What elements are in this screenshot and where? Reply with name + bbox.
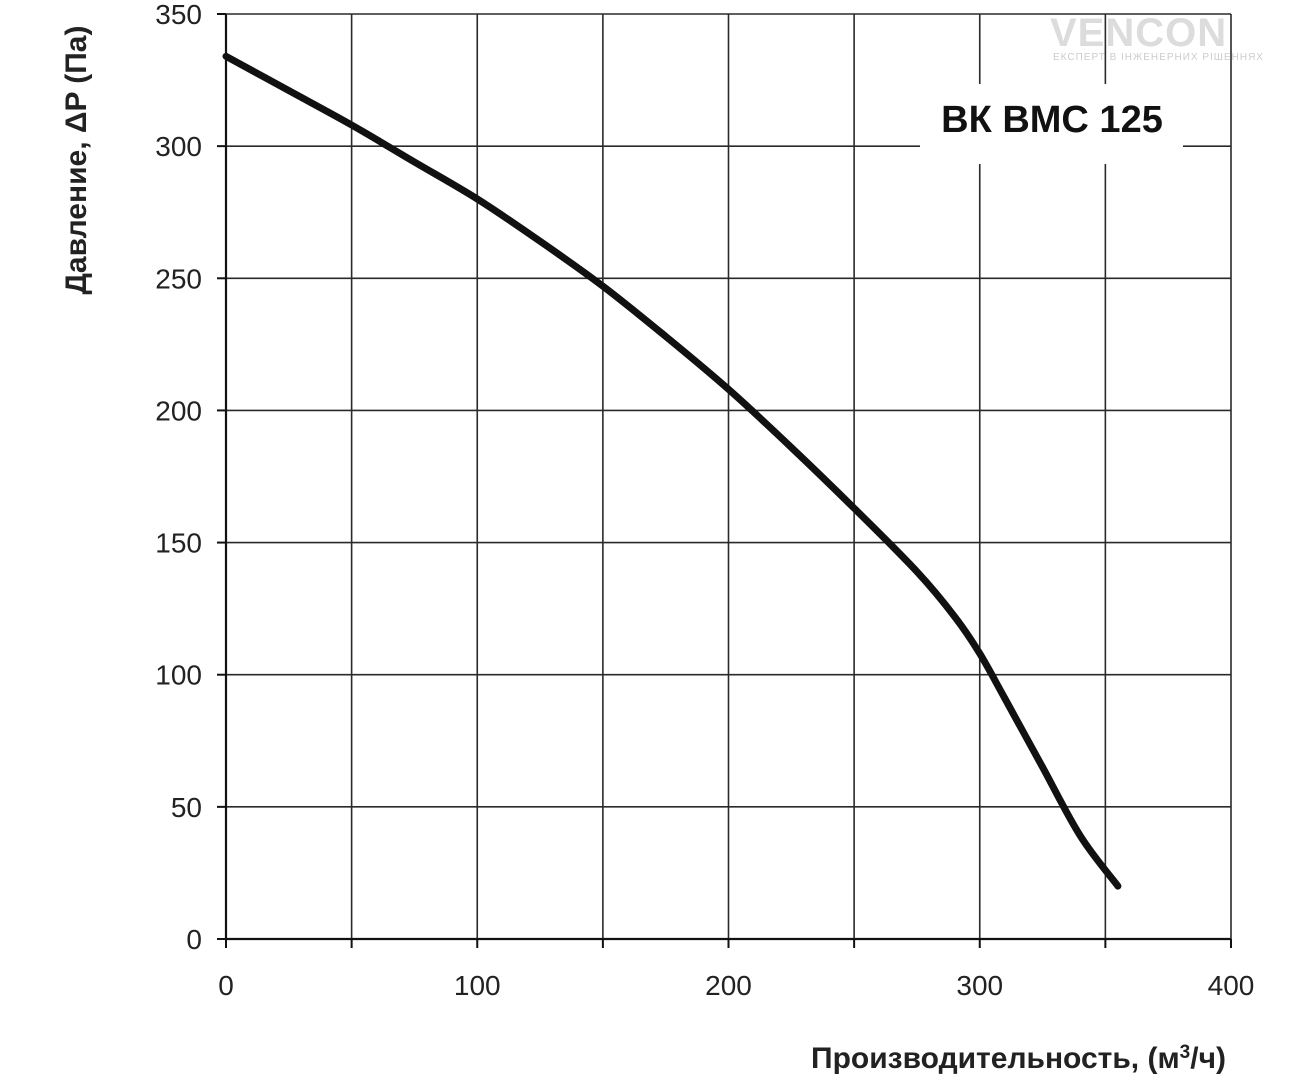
y-tick-label: 50 <box>171 792 202 823</box>
series-label-background <box>920 84 1183 164</box>
y-tick-label: 200 <box>155 395 202 426</box>
y-tick-label: 150 <box>155 528 202 559</box>
y-tick-label: 300 <box>155 131 202 162</box>
tick-labels: 0 100 200 300 400 0 50 100 150 200 250 300 350 <box>155 0 1254 1001</box>
y-tick-label: 250 <box>155 263 202 294</box>
y-tick-label: 100 <box>155 660 202 691</box>
series-line <box>222 52 1122 890</box>
x-tick-label: 200 <box>705 970 752 1001</box>
axes <box>217 13 1232 948</box>
watermark-logo: VENCON ЕКСПЕРТ В ІНЖЕНЕРНИХ РІШЕННЯХ <box>1050 11 1264 63</box>
x-tick-label: 100 <box>454 970 501 1001</box>
x-tick-label: 300 <box>956 970 1003 1001</box>
y-axis-title: Давление, ΔP (Па) <box>60 26 93 295</box>
x-axis-title: Производительность, (м3/ч) <box>811 1042 1226 1076</box>
x-tick-label: 0 <box>218 970 234 1001</box>
grid <box>225 13 1232 940</box>
y-tick-label: 350 <box>155 0 202 30</box>
series-label: ВК ВМС 125 <box>941 99 1163 141</box>
x-tick-label: 400 <box>1208 970 1255 1001</box>
y-tick-label: 0 <box>186 924 202 955</box>
watermark-tagline: ЕКСПЕРТ В ІНЖЕНЕРНИХ РІШЕННЯХ <box>1053 52 1264 63</box>
watermark-brand: VENCON <box>1050 11 1227 55</box>
series <box>222 52 1122 890</box>
